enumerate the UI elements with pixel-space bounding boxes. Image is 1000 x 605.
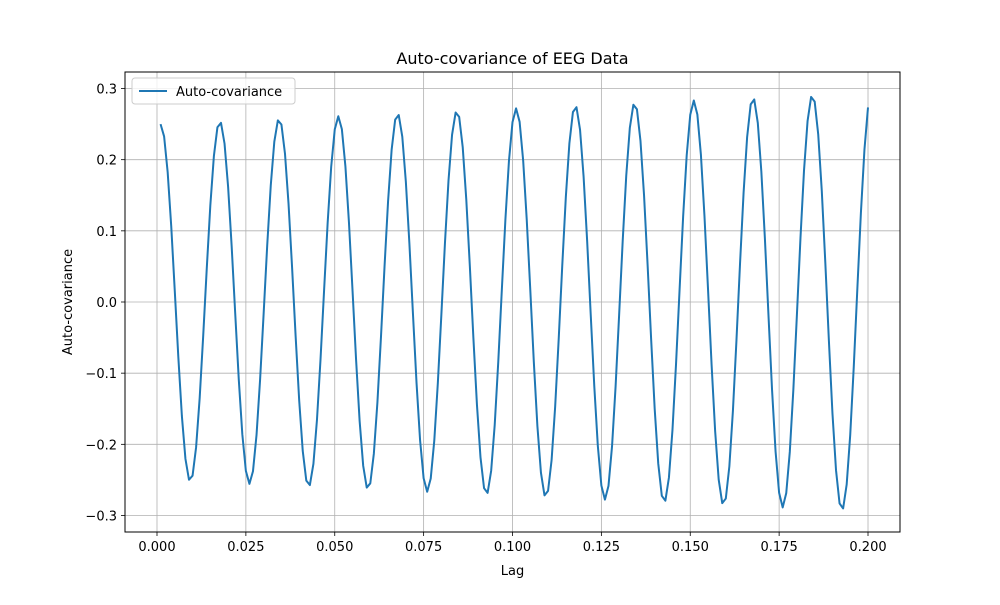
- x-tick-label: 0.200: [849, 540, 886, 555]
- y-tick-label: 0.2: [96, 154, 117, 169]
- x-axis-label: Lag: [501, 564, 524, 579]
- y-axis-label: Auto-covariance: [61, 249, 76, 355]
- y-tick-label: −0.1: [85, 367, 117, 382]
- x-tick-label: 0.075: [405, 540, 442, 555]
- legend: Auto-covariance: [131, 77, 296, 105]
- x-tick-label: 0.000: [138, 540, 175, 555]
- y-tick-label: −0.3: [85, 509, 117, 524]
- y-tick-label: 0.0: [96, 296, 117, 311]
- y-tick-label: 0.3: [96, 83, 117, 98]
- y-tick-label: −0.2: [85, 438, 117, 453]
- x-tick-label: 0.150: [672, 540, 709, 555]
- legend-label-auto-covariance: Auto-covariance: [176, 85, 282, 100]
- x-tick-label: 0.050: [316, 540, 353, 555]
- y-axis-ticks: −0.3 −0.2 −0.1 0.0 0.1 0.2 0.3: [85, 83, 125, 524]
- series-layer: [159, 95, 869, 510]
- y-tick-label: 0.1: [96, 225, 117, 240]
- x-tick-label: 0.025: [227, 540, 264, 555]
- legend-box: [131, 77, 296, 105]
- x-tick-label: 0.125: [583, 540, 620, 555]
- x-tick-label: 0.100: [494, 540, 531, 555]
- x-axis-ticks: 0.000 0.025 0.050 0.075 0.100 0.125 0.150 0.175…: [138, 532, 887, 555]
- chart-title: Auto-covariance of EEG Data: [396, 49, 628, 68]
- grid-lines: [125, 72, 900, 532]
- x-tick-label: 0.175: [761, 540, 798, 555]
- series-line-auto-covariance: [159, 95, 869, 510]
